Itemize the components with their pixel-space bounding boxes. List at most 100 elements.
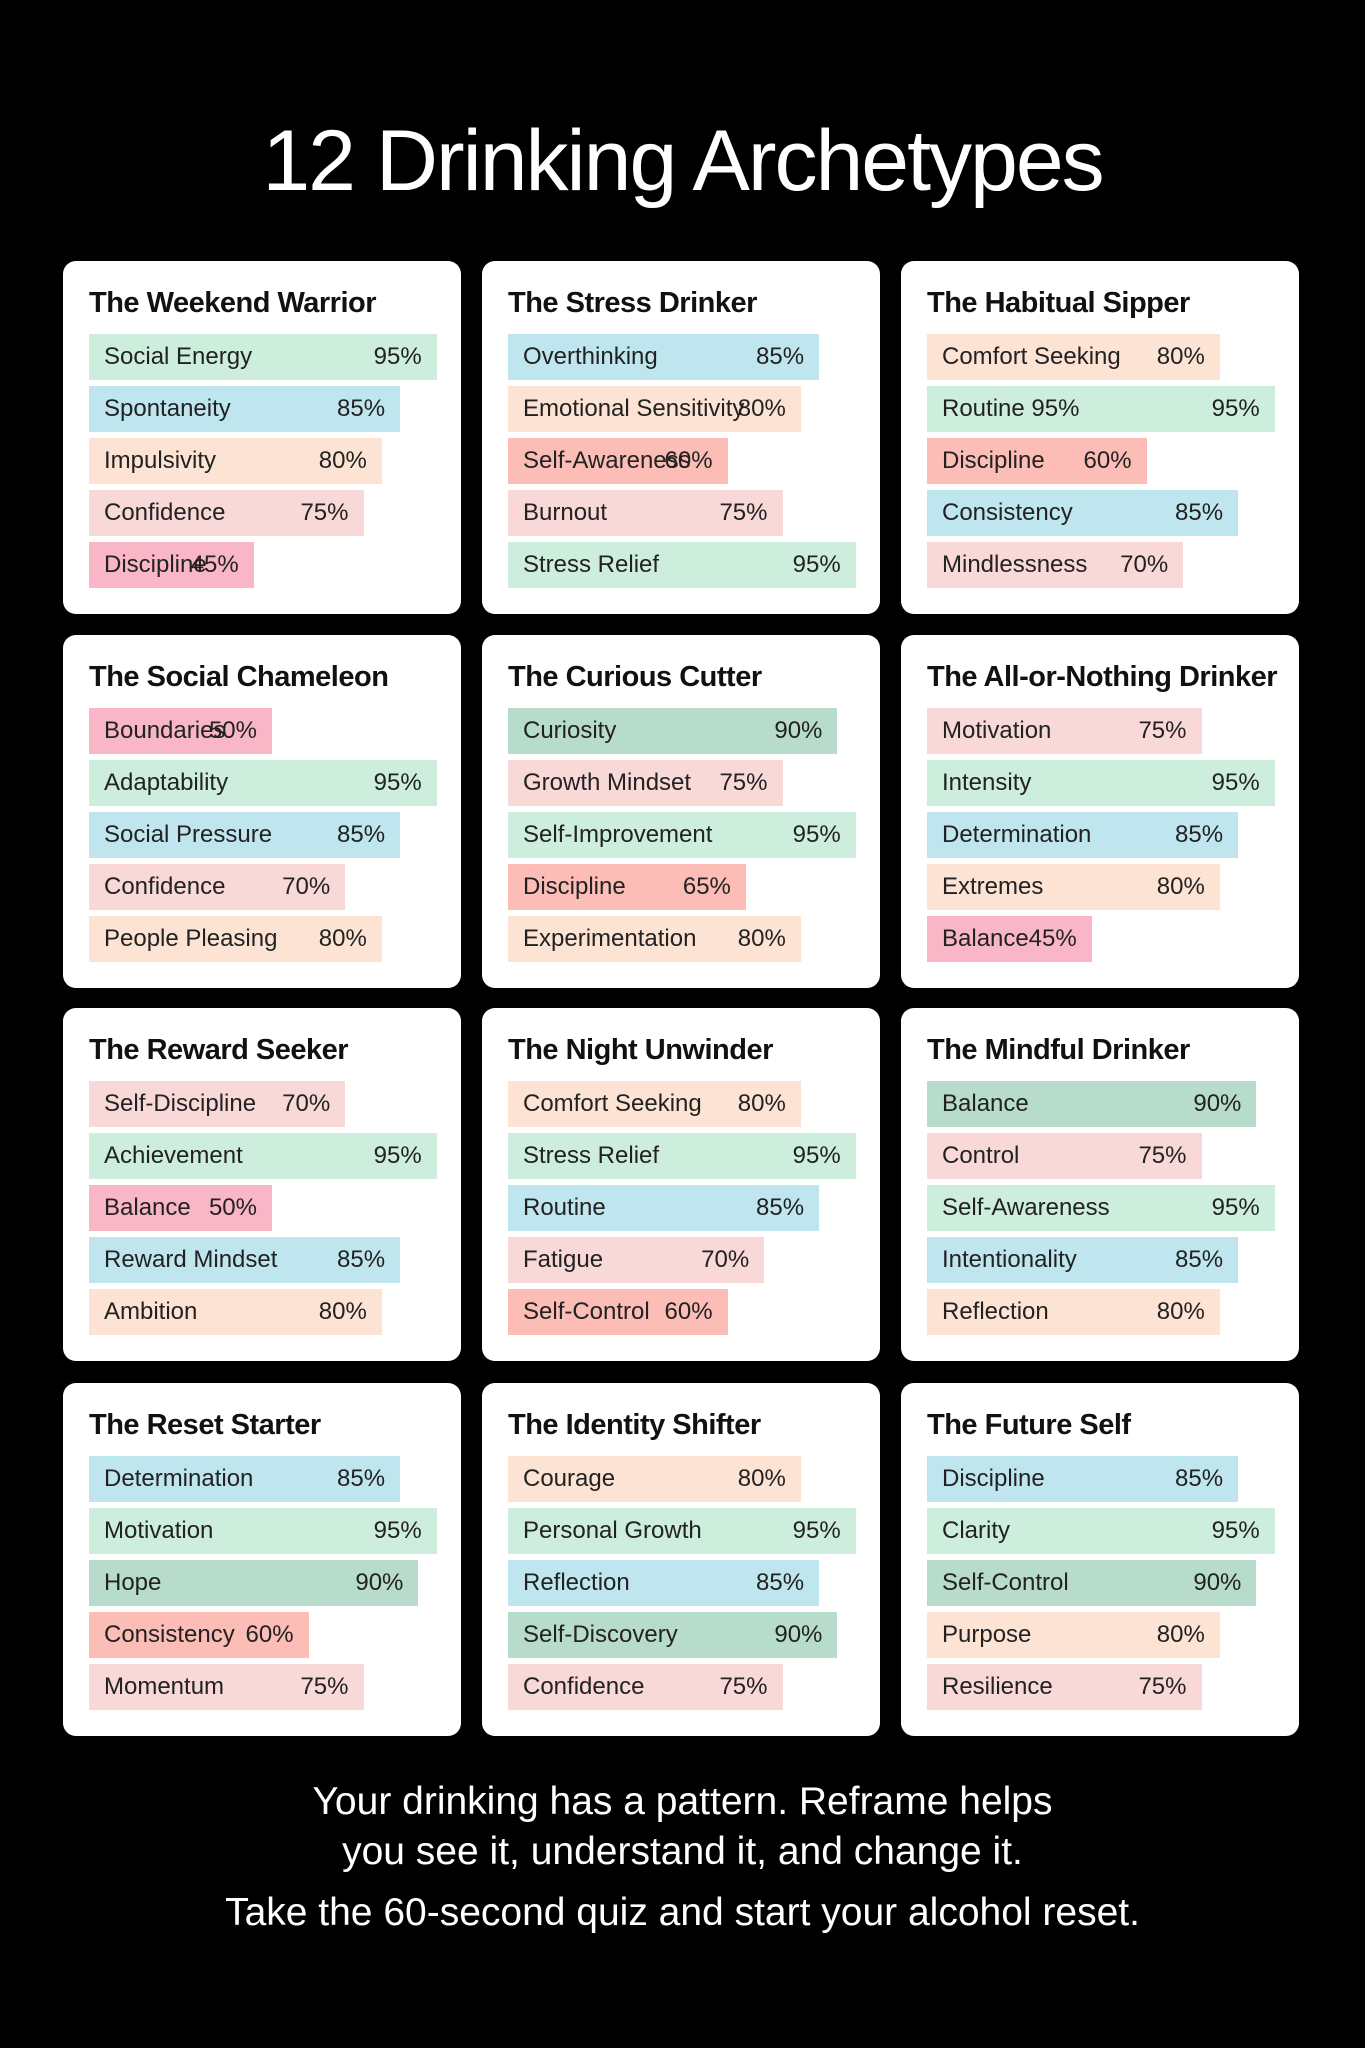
trait-bar: Self-Discovery 90% <box>508 1612 838 1658</box>
trait-value: 80% <box>1156 343 1205 370</box>
trait-label: Boundaries <box>104 717 226 744</box>
trait-value: 85% <box>756 1569 805 1596</box>
trait-label: Overthinking <box>523 343 658 370</box>
trait-value: 60% <box>664 447 713 474</box>
trait-value: 95% <box>1211 769 1260 796</box>
trait-value: 80% <box>737 1090 786 1117</box>
trait-value: 95% <box>373 343 422 370</box>
trait-bar: Stress Relief 95% <box>508 1133 856 1179</box>
trait-label: Emotional Sensitivity <box>523 395 745 422</box>
trait-bar: Determination 85% <box>89 1456 401 1502</box>
trait-label: Self-Control <box>523 1298 650 1325</box>
trait-label: Self-Awareness <box>523 447 691 474</box>
trait-bar: Discipline 60% <box>927 438 1147 484</box>
trait-value: 85% <box>337 395 386 422</box>
trait-label: Reflection <box>942 1298 1049 1325</box>
trait-label: Extremes <box>942 873 1044 900</box>
trait-label: Achievement <box>104 1142 243 1169</box>
trait-value: 80% <box>318 447 367 474</box>
footer-line: you see it, understand it, and change it… <box>342 1830 1023 1873</box>
trait-label: Growth Mindset <box>523 769 692 796</box>
archetype-card: The Reset Starter Determination 85% Motivat… <box>63 1383 461 1736</box>
trait-value: 95% <box>792 1517 841 1544</box>
trait-bar: Reflection 85% <box>508 1560 820 1606</box>
trait-bar: Achievement 95% <box>89 1133 437 1179</box>
trait-label: Discipline <box>942 447 1045 474</box>
trait-bar: Spontaneity 85% <box>89 386 401 432</box>
card-title: The Identity Shifter <box>508 1409 761 1441</box>
trait-value: 95% <box>1211 395 1260 422</box>
trait-value: 80% <box>1156 1621 1205 1648</box>
trait-value: 95% <box>1211 1194 1260 1221</box>
trait-value: 90% <box>355 1569 404 1596</box>
trait-label: Discipline <box>942 1465 1045 1492</box>
trait-value: 60% <box>664 1298 713 1325</box>
card-title: The Weekend Warrior <box>89 287 377 319</box>
archetype-card: The All-or-Nothing Drinker Motivation 75% I… <box>901 635 1299 988</box>
archetype-card: The Curious Cutter Curiosity 90% Growth Min… <box>482 635 880 988</box>
trait-bar: Intensity 95% <box>927 760 1275 806</box>
trait-label: Clarity <box>942 1517 1011 1544</box>
trait-bar: Balance 50% <box>89 1185 272 1231</box>
trait-label: Self-Discovery <box>523 1621 678 1648</box>
card-title: The Social Chameleon <box>89 661 389 693</box>
trait-label: Consistency <box>104 1621 235 1648</box>
trait-bar: Fatigue 70% <box>508 1237 765 1283</box>
trait-bar: Confidence 70% <box>89 864 346 910</box>
trait-label: Social Pressure <box>104 821 273 848</box>
trait-value: 90% <box>1193 1090 1242 1117</box>
trait-bar: Boundaries 50% <box>89 708 272 754</box>
trait-bar: Routine 85% <box>508 1185 820 1231</box>
trait-label: Resilience <box>942 1673 1053 1700</box>
trait-value: 90% <box>1193 1569 1242 1596</box>
trait-bar: Self-Improvement 95% <box>508 812 856 858</box>
trait-label: Burnout <box>523 499 608 526</box>
trait-label: Self-Improvement <box>523 821 713 848</box>
trait-label: Balance <box>104 1194 191 1221</box>
trait-label: Reward Mindset <box>104 1246 278 1273</box>
trait-label: Self-Control <box>942 1569 1069 1596</box>
trait-label: Self-Discipline <box>104 1090 257 1117</box>
card-title: The Future Self <box>927 1409 1131 1441</box>
archetype-card: The Night Unwinder Comfort Seeking 80% Stre… <box>482 1008 880 1361</box>
footer-line: Your drinking has a pattern. Reframe hel… <box>312 1780 1053 1823</box>
trait-value: 75% <box>1138 1673 1187 1700</box>
trait-value: 75% <box>1138 717 1187 744</box>
trait-bar: Self-Control 60% <box>508 1289 728 1335</box>
trait-bar: Social Pressure 85% <box>89 812 401 858</box>
trait-bar: Experimentation 80% <box>508 916 801 962</box>
trait-bar: Discipline 65% <box>508 864 746 910</box>
trait-bar: Stress Relief 95% <box>508 542 856 588</box>
trait-label: Confidence <box>104 499 226 526</box>
archetype-card: The Habitual Sipper Comfort Seeking 80% Rou… <box>901 261 1299 614</box>
trait-label: Control <box>942 1142 1020 1169</box>
card-title: The Mindful Drinker <box>927 1034 1190 1066</box>
trait-bar: Comfort Seeking 80% <box>508 1081 801 1127</box>
card-title: The Stress Drinker <box>508 287 757 319</box>
trait-value: 75% <box>719 769 768 796</box>
trait-bar: Emotional Sensitivity 80% <box>508 386 801 432</box>
trait-label: Reflection <box>523 1569 630 1596</box>
trait-value: 90% <box>774 1621 823 1648</box>
trait-value: 85% <box>1175 1465 1224 1492</box>
trait-bar: Motivation 95% <box>89 1508 437 1554</box>
archetype-card: The Reward Seeker Self-Discipline 70% Achie… <box>63 1008 461 1361</box>
trait-value: 80% <box>737 1465 786 1492</box>
trait-value: 85% <box>756 343 805 370</box>
trait-label: Routine 95% <box>942 395 1080 422</box>
trait-label: Determination <box>942 821 1092 848</box>
trait-bar: Adaptability 95% <box>89 760 437 806</box>
trait-value: 95% <box>373 769 422 796</box>
trait-value: 80% <box>318 925 367 952</box>
card-title: The Curious Cutter <box>508 661 762 693</box>
trait-bar: Balance 45% <box>927 916 1092 962</box>
trait-bar: Reflection 80% <box>927 1289 1220 1335</box>
trait-value: 70% <box>282 873 331 900</box>
archetype-card: The Identity Shifter Courage 80% Personal G… <box>482 1383 880 1736</box>
trait-value: 75% <box>300 499 349 526</box>
trait-value: 75% <box>300 1673 349 1700</box>
trait-label: Intensity <box>942 769 1032 796</box>
trait-value: 60% <box>245 1621 294 1648</box>
trait-value: 70% <box>1120 551 1169 578</box>
trait-value: 70% <box>701 1246 750 1273</box>
